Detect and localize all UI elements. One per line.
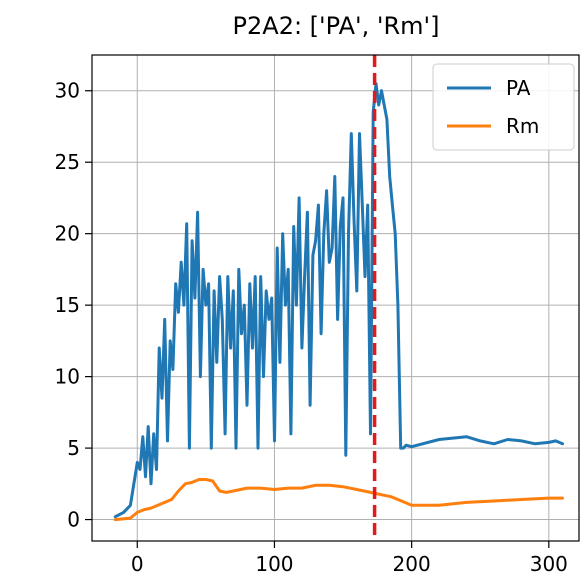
y-tick-label: 30 bbox=[55, 79, 80, 103]
x-tick-label: 0 bbox=[131, 552, 144, 576]
x-tick-label: 100 bbox=[255, 552, 293, 576]
y-tick-label: 5 bbox=[67, 436, 80, 460]
axes-frame bbox=[91, 54, 580, 542]
plot-area bbox=[113, 82, 564, 522]
chart-title: P2A2: ['PA', 'Rm'] bbox=[233, 12, 440, 40]
y-tick-label: 10 bbox=[55, 365, 80, 389]
axis-ticks: 0 100 200 300 0 5 10 15 20 25 30 bbox=[55, 79, 568, 576]
y-tick-label: 0 bbox=[67, 508, 80, 532]
legend-label-rm: Rm bbox=[506, 114, 539, 138]
x-tick-label: 300 bbox=[530, 552, 568, 576]
legend-box bbox=[432, 63, 575, 151]
y-tick-label: 25 bbox=[55, 150, 80, 174]
x-tick-label: 200 bbox=[393, 552, 431, 576]
series-line-pa bbox=[113, 82, 564, 519]
y-tick-label: 20 bbox=[55, 222, 80, 246]
legend: PA Rm bbox=[432, 63, 575, 151]
series-line-rm bbox=[113, 478, 564, 522]
legend-label-pa: PA bbox=[506, 76, 531, 100]
y-tick-label: 15 bbox=[55, 293, 80, 317]
